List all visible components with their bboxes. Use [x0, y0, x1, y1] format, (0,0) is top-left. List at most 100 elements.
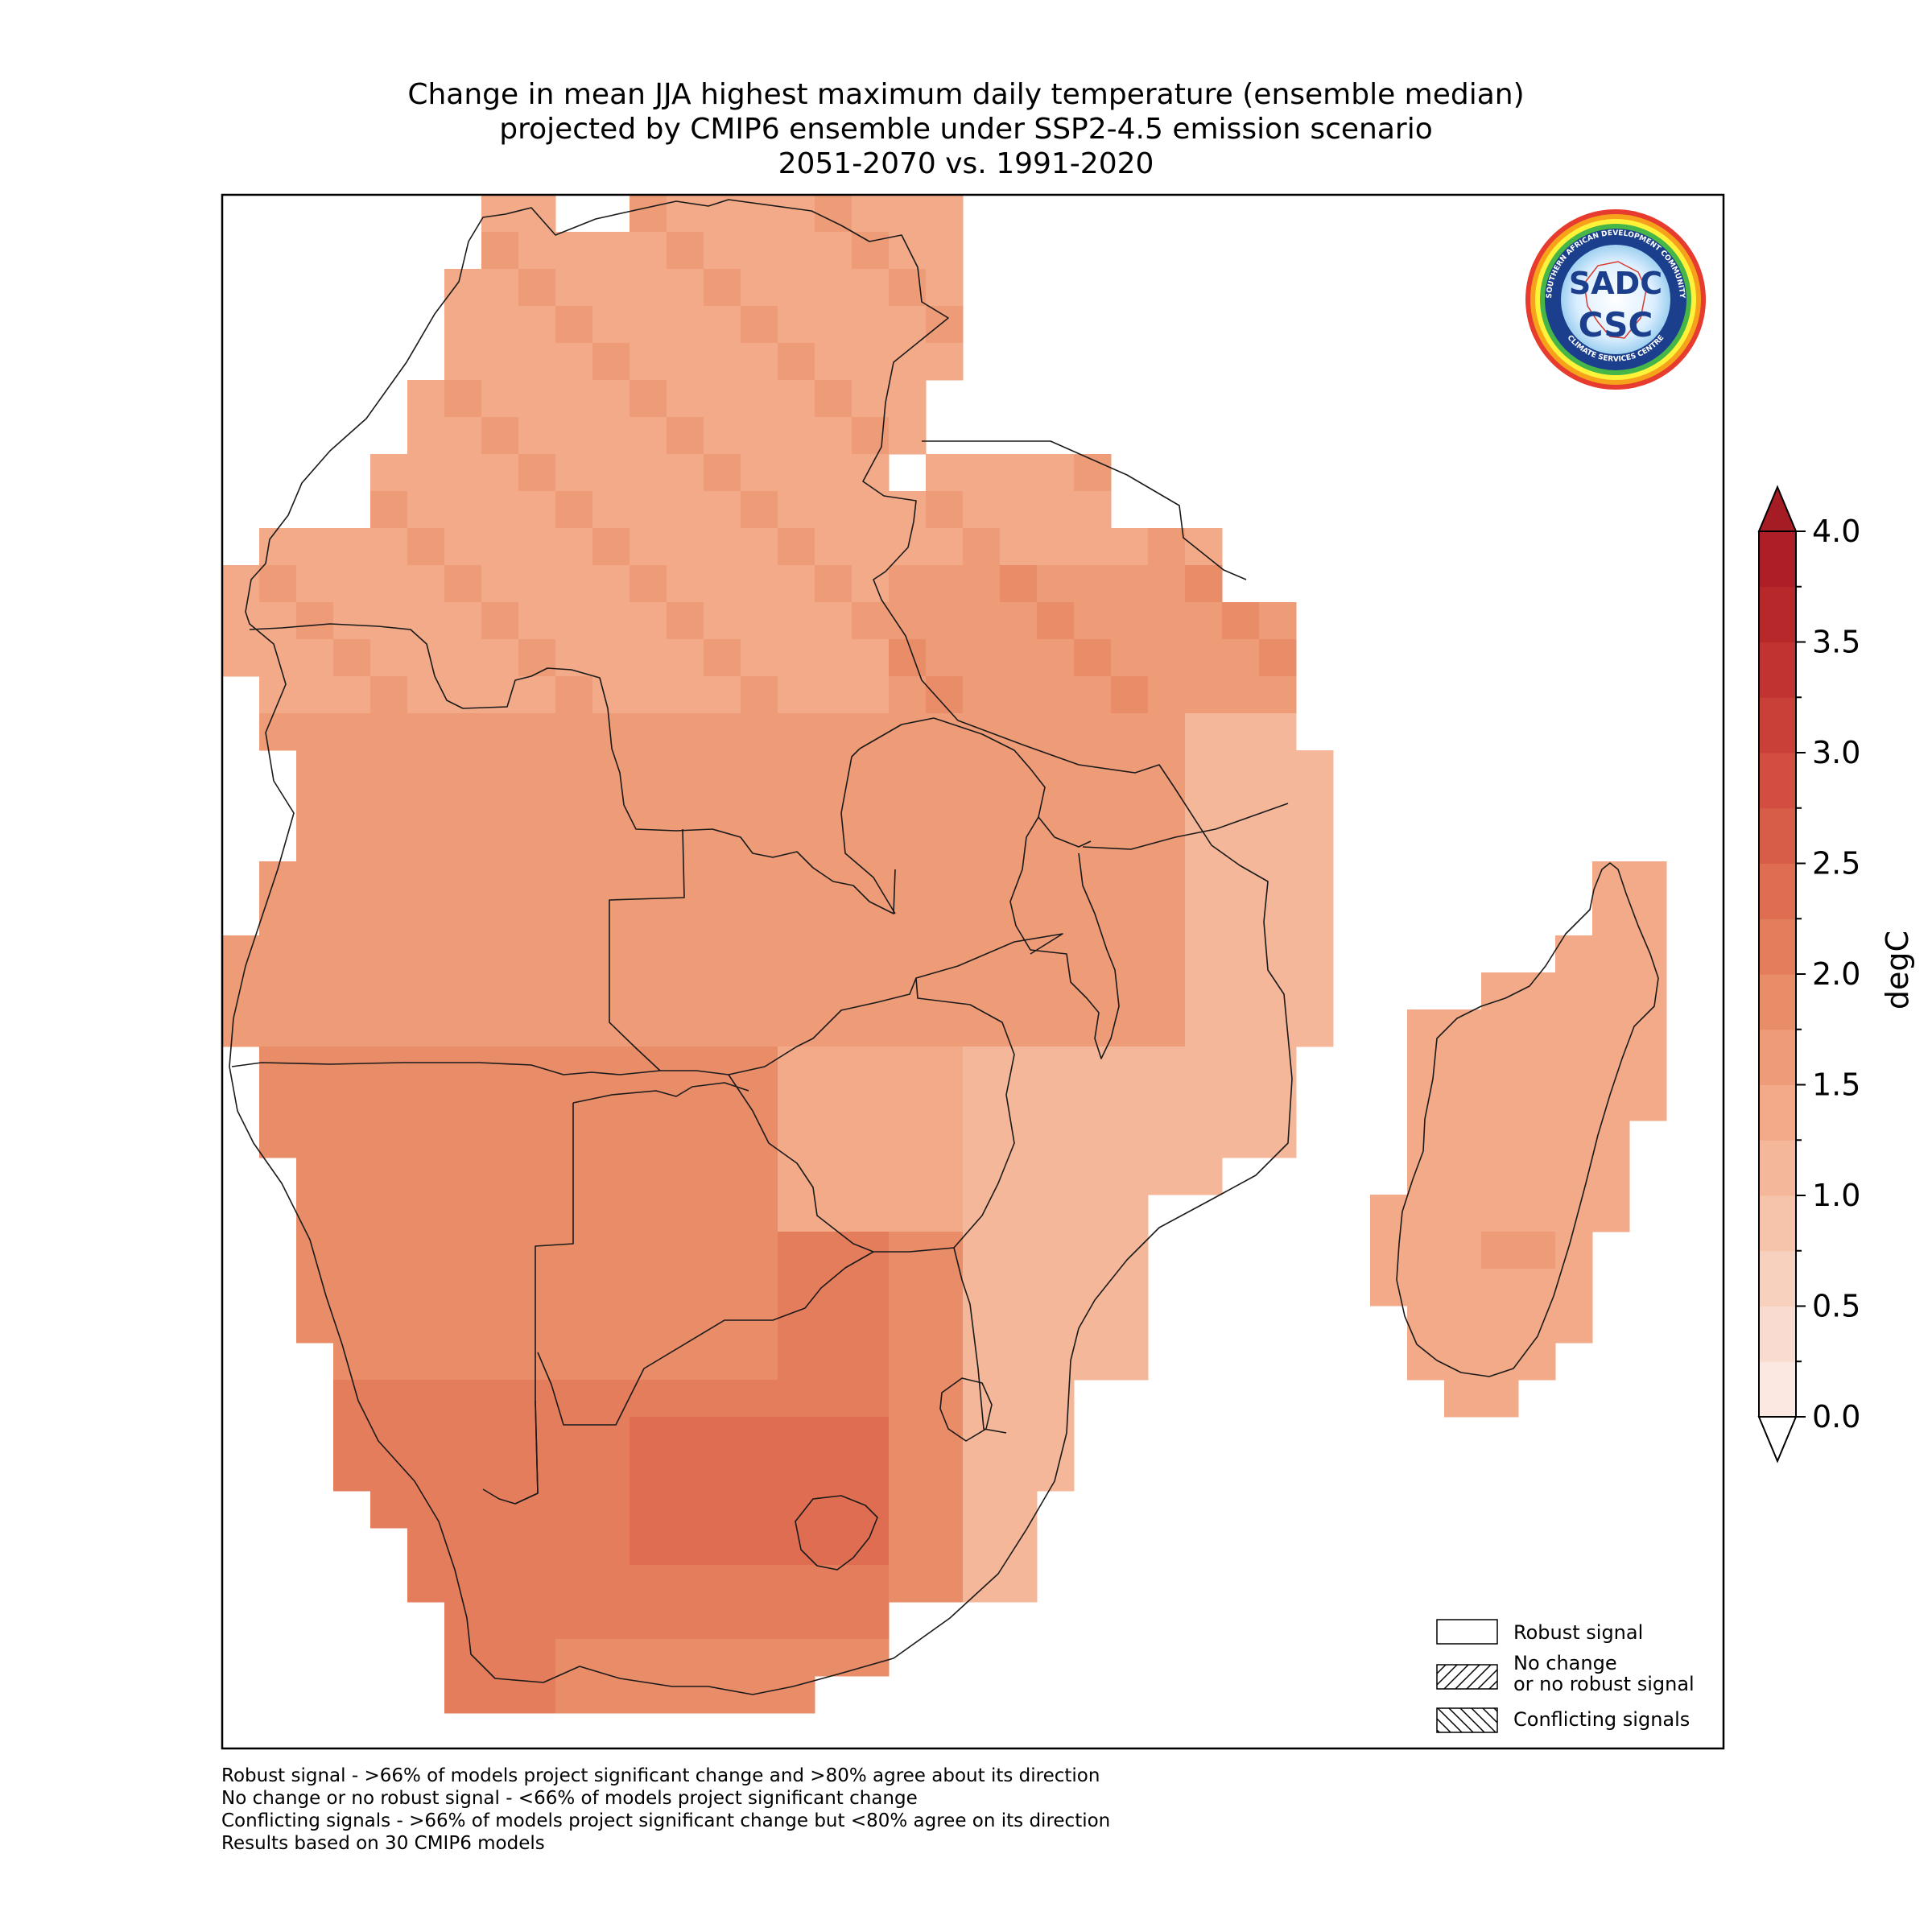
heatmap-cell: [852, 1602, 890, 1640]
heatmap-cell: [1074, 528, 1112, 566]
heatmap-cell: [889, 1084, 927, 1121]
heatmap-cell: [778, 750, 815, 788]
heatmap-cell: [1000, 1528, 1038, 1566]
coastline-mainland: [229, 199, 1293, 1695]
heatmap-cell: [741, 195, 778, 233]
heatmap-cell: [296, 1084, 334, 1121]
heatmap-cell: [259, 972, 297, 1010]
heatmap-cell: [852, 935, 890, 973]
heatmap-cell: [778, 491, 815, 529]
heatmap-cell: [778, 1158, 815, 1195]
heatmap-cell: [815, 824, 852, 862]
heatmap-cell: [444, 787, 482, 825]
heatmap-cell: [667, 1380, 704, 1418]
heatmap-cell: [741, 1602, 778, 1640]
colorbar-segment: [1759, 1361, 1796, 1418]
heatmap-cell: [815, 528, 852, 566]
heatmap-cell: [1481, 1269, 1519, 1307]
heatmap-cell: [1481, 1380, 1519, 1418]
heatmap-cell: [926, 1528, 964, 1566]
heatmap-cell: [1555, 1009, 1593, 1047]
heatmap-cell: [1222, 935, 1260, 973]
heatmap-cell: [333, 1306, 371, 1344]
heatmap-cell: [778, 269, 815, 307]
heatmap-cell: [1148, 1121, 1186, 1158]
heatmap-cell: [296, 935, 334, 973]
heatmap-cell: [704, 1565, 741, 1603]
heatmap-cell: [1518, 1343, 1556, 1381]
heatmap-cell: [333, 1009, 371, 1047]
heatmap-cell: [963, 787, 1001, 825]
heatmap-cell: [592, 602, 630, 640]
heatmap-cell: [407, 1084, 445, 1121]
heatmap-cell: [630, 269, 667, 307]
heatmap-cell: [741, 639, 778, 677]
heatmap-cell: [815, 1454, 852, 1492]
heatmap-cell: [1148, 750, 1186, 788]
heatmap-cell: [852, 1565, 890, 1603]
heatmap-cell: [555, 1269, 593, 1307]
heatmap-cell: [889, 306, 927, 344]
heatmap-cell: [555, 1639, 593, 1677]
heatmap-cell: [444, 1454, 482, 1492]
lesotho-border: [795, 1495, 878, 1571]
heatmap-cell: [333, 1121, 371, 1158]
heatmap-cell: [889, 935, 927, 973]
heatmap-cell: [889, 1565, 927, 1603]
heatmap-cell: [1000, 1158, 1038, 1195]
heatmap-cell: [667, 528, 704, 566]
heatmap-cell: [1000, 1046, 1038, 1084]
heatmap-cell: [926, 861, 964, 899]
heatmap-cell: [1222, 898, 1260, 936]
heatmap-cell: [481, 972, 519, 1010]
country-borders: [229, 199, 1293, 1695]
heatmap-cell: [630, 380, 667, 418]
heatmap-cell: [407, 380, 445, 418]
colorbar-segment: [1759, 974, 1796, 1030]
border-tanzania-mozambique: [1082, 803, 1289, 850]
heatmap-cell: [852, 676, 890, 714]
heatmap-cell: [815, 1417, 852, 1455]
heatmap-cell: [444, 343, 482, 381]
heatmap-cell: [889, 676, 927, 714]
heatmap-cell: [1037, 491, 1075, 529]
heatmap-cell: [296, 676, 334, 714]
heatmap-cell: [889, 1491, 927, 1529]
heatmap-cell: [741, 1528, 778, 1566]
heatmap-cell: [630, 1009, 667, 1047]
heatmap-cell: [481, 1195, 519, 1232]
heatmap-cell: [815, 1121, 852, 1158]
heatmap-cell: [667, 1491, 704, 1529]
heatmap-cell: [296, 861, 334, 899]
heatmap-cell: [926, 824, 964, 862]
heatmap-cell: [444, 1158, 482, 1195]
footnote-conflicting: Conflicting signals - >66% of models pro…: [221, 1810, 1111, 1831]
heatmap-cell: [1000, 1009, 1038, 1047]
heatmap-cell: [889, 824, 927, 862]
border-mozambique-zimbabwe: [915, 977, 1015, 1249]
heatmap-cell: [518, 1158, 556, 1195]
heatmap-cell: [704, 1232, 741, 1269]
heatmap-cell: [592, 1009, 630, 1047]
heatmap-cell: [889, 380, 927, 418]
heatmap-cell: [1444, 1306, 1482, 1344]
heatmap-cell: [704, 1269, 741, 1307]
heatmap-cell: [481, 417, 519, 455]
border-tanzania-zambia-malawi: [933, 717, 1092, 848]
heatmap-cell: [741, 1676, 778, 1714]
heatmap-cell: [741, 824, 778, 862]
heatmap-cell: [333, 1195, 371, 1232]
heatmap-cell: [481, 1158, 519, 1195]
heatmap-cell: [963, 935, 1001, 973]
heatmap-cell: [889, 1306, 927, 1344]
heatmap-cell: [222, 565, 260, 603]
heatmap-cell: [1444, 1158, 1482, 1195]
heatmap-cell: [518, 1565, 556, 1603]
heatmap-cell: [963, 1454, 1001, 1492]
heatmap-cell: [555, 824, 593, 862]
heatmap-cell: [1037, 602, 1075, 640]
colorbar-segment: [1759, 1140, 1796, 1196]
heatmap-cell: [889, 639, 927, 677]
heatmap-cell: [889, 713, 927, 751]
heatmap-cell: [518, 565, 556, 603]
